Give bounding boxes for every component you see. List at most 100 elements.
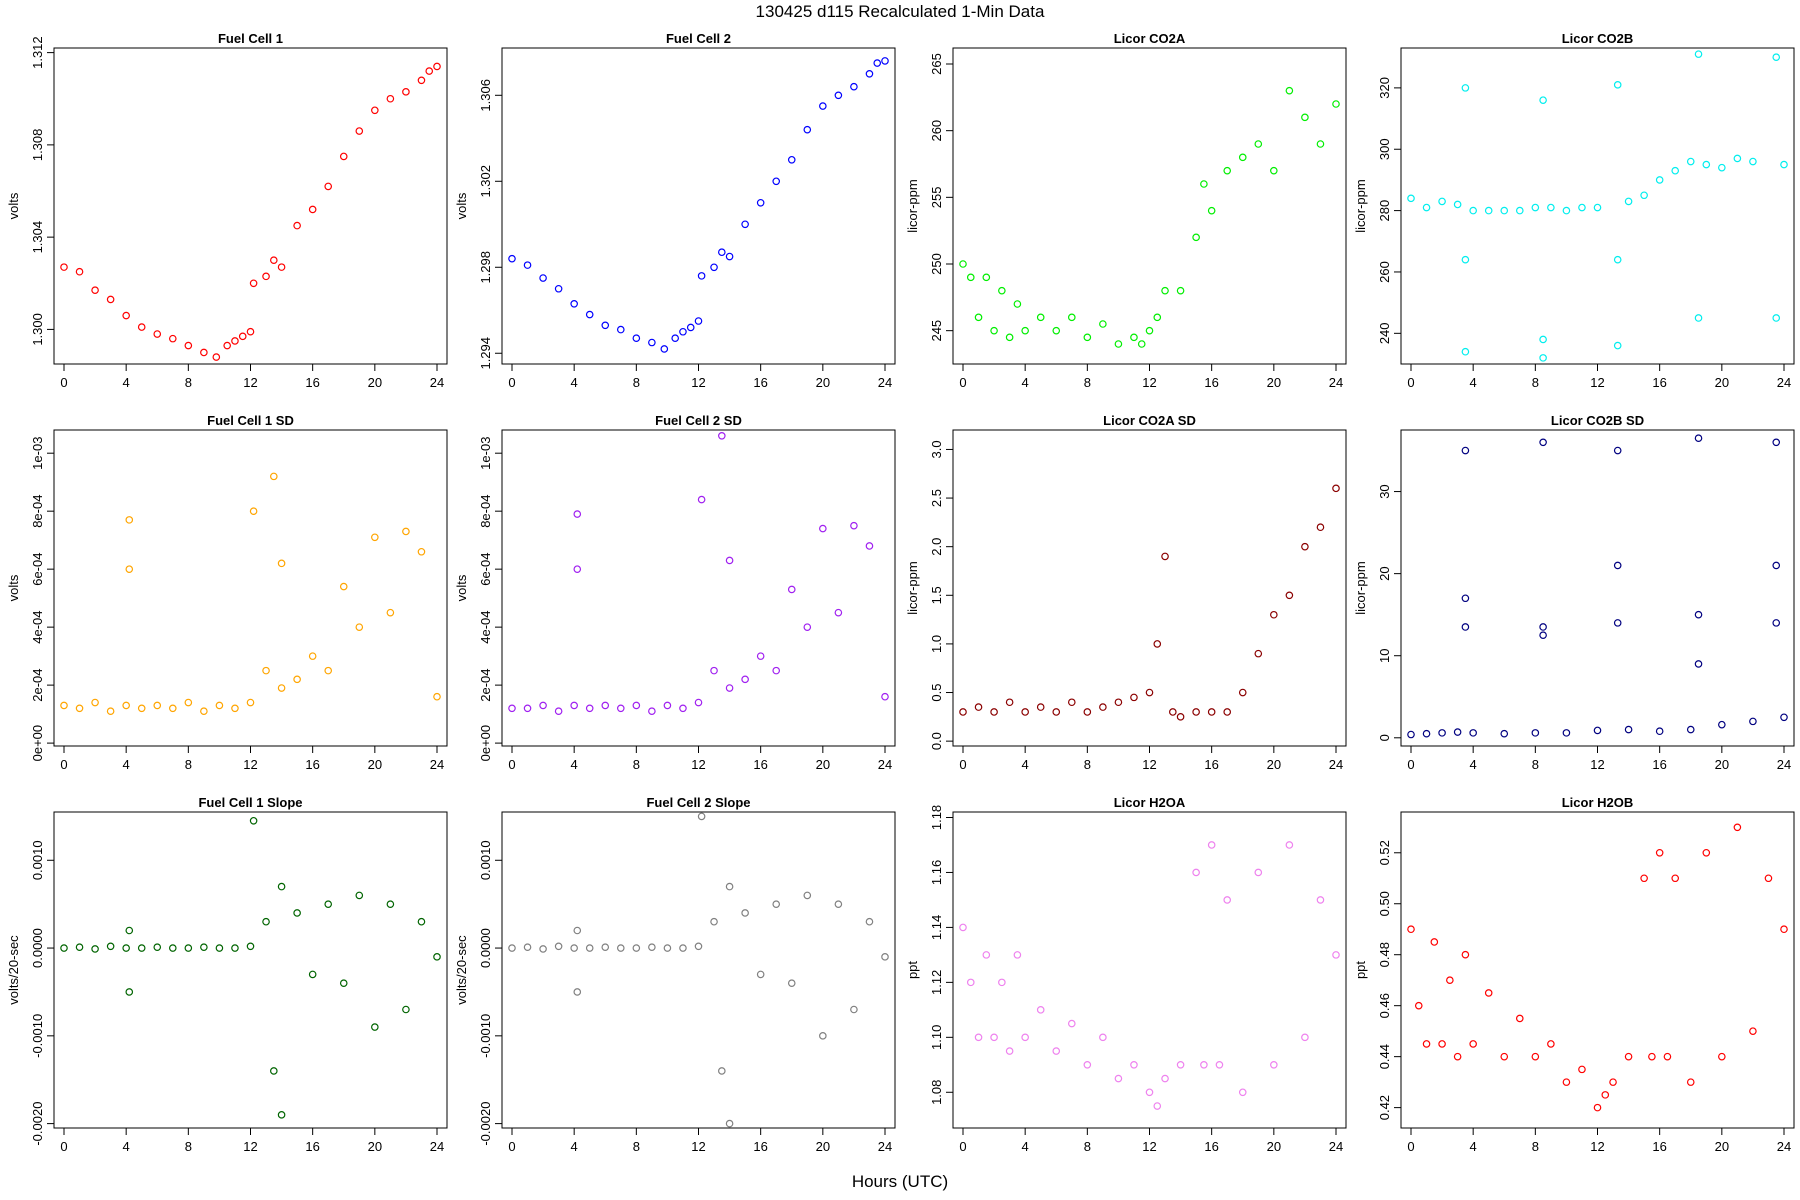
x-tick-label: 12 xyxy=(1142,375,1156,390)
y-tick-label: 1.304 xyxy=(30,221,45,254)
y-axis-label: volts/20-sec xyxy=(6,935,21,1005)
data-point xyxy=(184,944,193,952)
y-tick-label: 1.18 xyxy=(929,805,944,830)
data-point xyxy=(1114,340,1123,348)
x-tick-label: 16 xyxy=(305,375,319,390)
data-point xyxy=(1238,153,1247,162)
x-tick-label: 24 xyxy=(1777,1139,1791,1154)
data-point xyxy=(787,585,796,594)
data-point xyxy=(200,943,208,951)
data-point xyxy=(648,707,656,716)
data-point xyxy=(1578,1065,1586,1074)
data-point xyxy=(1469,206,1477,215)
data-point xyxy=(1613,446,1622,455)
data-point xyxy=(1694,610,1703,619)
data-point xyxy=(803,125,812,134)
data-point xyxy=(433,62,441,71)
data-point xyxy=(417,76,426,85)
data-point xyxy=(1223,708,1232,716)
data-point xyxy=(223,341,231,350)
x-tick-label: 12 xyxy=(1142,757,1156,772)
data-point xyxy=(554,284,563,293)
data-point xyxy=(200,348,208,357)
x-tick-label: 20 xyxy=(1715,757,1729,772)
x-tick-label: 0 xyxy=(1407,375,1414,390)
data-point xyxy=(1446,976,1454,984)
data-point xyxy=(1099,320,1107,328)
plot-frame xyxy=(53,47,448,365)
data-point xyxy=(1005,698,1014,707)
y-tick-label: 245 xyxy=(929,320,944,342)
data-point xyxy=(966,273,975,282)
data-point xyxy=(122,311,130,320)
data-point xyxy=(1430,938,1439,946)
data-point xyxy=(1176,286,1185,295)
data-point xyxy=(881,57,889,65)
data-point xyxy=(1694,50,1703,58)
x-tick-label: 16 xyxy=(1652,757,1666,772)
data-point xyxy=(1083,708,1092,716)
y-tick-label: 0e+00 xyxy=(30,725,45,762)
y-axis-label: licor-ppm xyxy=(905,179,920,232)
data-point xyxy=(1601,1091,1610,1099)
data-point xyxy=(1772,438,1781,447)
y-axis-label: licor-ppm xyxy=(905,561,920,614)
x-tick-label: 24 xyxy=(878,1139,892,1154)
data-point xyxy=(632,944,641,952)
data-point xyxy=(355,127,364,135)
data-point xyxy=(697,272,706,280)
data-point xyxy=(632,701,641,710)
y-tick-label: 1.16 xyxy=(929,860,944,885)
data-point xyxy=(1021,708,1029,716)
x-tick-label: 24 xyxy=(1329,1139,1343,1154)
y-tick-label: 260 xyxy=(1377,261,1392,283)
panel-8: Licor CO2B SD 0 4 8 12 16 20 24 0 10 20 30 licor-ppm xyxy=(1353,413,1795,772)
data-point xyxy=(308,970,317,979)
y-tick-label: 320 xyxy=(1377,77,1392,99)
data-point xyxy=(671,334,679,343)
data-point xyxy=(959,260,967,268)
data-point xyxy=(125,926,134,935)
x-tick-label: 12 xyxy=(243,1139,257,1154)
data-point xyxy=(1749,717,1757,726)
x-tick-label: 12 xyxy=(1142,1139,1156,1154)
data-point xyxy=(990,1033,998,1042)
data-point xyxy=(616,944,625,952)
data-point xyxy=(1772,314,1781,322)
data-point xyxy=(386,608,395,617)
data-point xyxy=(959,708,967,716)
data-point xyxy=(125,516,134,524)
y-tick-label: 1e-03 xyxy=(30,437,45,470)
data-point xyxy=(787,979,796,987)
x-tick-label: 8 xyxy=(633,375,640,390)
y-tick-label: 0.48 xyxy=(1377,942,1392,967)
x-tick-label: 4 xyxy=(1470,1139,1477,1154)
panel-7: Licor CO2A SD 0 4 8 12 16 20 24 0.0 0.5 1.0 1.5 2.0 2… xyxy=(905,413,1347,772)
x-tick-label: 20 xyxy=(1267,1139,1281,1154)
data-point xyxy=(1640,874,1648,883)
data-point xyxy=(324,666,333,675)
data-point xyxy=(1547,1040,1555,1048)
data-point xyxy=(1562,1078,1571,1086)
data-point xyxy=(803,623,812,631)
data-point xyxy=(75,267,84,276)
data-point xyxy=(1207,841,1216,849)
x-tick-label: 16 xyxy=(1652,375,1666,390)
data-point xyxy=(834,608,843,617)
data-point xyxy=(554,942,563,951)
data-point xyxy=(168,944,177,952)
y-tick-label: 0.5 xyxy=(929,683,944,701)
x-tick-label: 24 xyxy=(878,375,892,390)
data-point xyxy=(573,988,582,996)
data-point xyxy=(246,327,255,336)
y-tick-label: 1.302 xyxy=(478,165,493,198)
panel-9: Fuel Cell 1 Slope 0 4 8 12 16 20 24 -0.0020 -0.00… xyxy=(6,795,448,1154)
data-point xyxy=(1613,341,1622,350)
data-point xyxy=(355,623,364,631)
x-tick-label: 0 xyxy=(60,1139,67,1154)
data-point xyxy=(1515,206,1524,215)
data-point xyxy=(293,675,301,684)
x-tick-label: 12 xyxy=(1590,757,1604,772)
data-point xyxy=(1021,1033,1029,1042)
x-tick-label: 0 xyxy=(959,1139,966,1154)
